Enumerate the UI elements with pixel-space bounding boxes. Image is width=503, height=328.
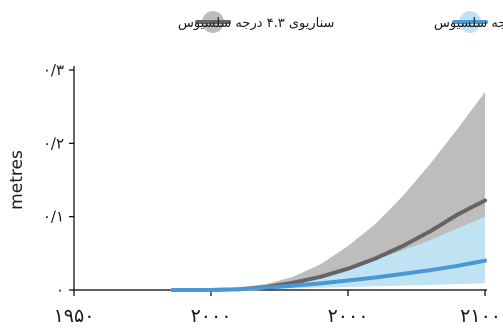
x-tick-label-2: ۲۰۰۰ bbox=[328, 305, 369, 327]
x-tick-label-1: ۲۰۰۰ bbox=[191, 305, 232, 327]
y-tick-label-1: ۰/۱ bbox=[43, 208, 64, 226]
y-tick-label-2: ۰/۲ bbox=[43, 134, 64, 152]
legend-label-1: سناریوی ۴.۳ درجه سلسیوس bbox=[178, 16, 334, 31]
legend-label-0: سناریوی ۱.۵ درجه سلسیوس bbox=[434, 16, 503, 31]
y-tick-label-3: ۰/۳ bbox=[43, 61, 64, 79]
x-tick-label-3: ۲۱۰۰ bbox=[460, 305, 501, 327]
series-line-0 bbox=[170, 258, 487, 292]
y-tick-label-0: ۰ bbox=[56, 281, 64, 299]
y-axis-title: metres bbox=[7, 150, 27, 210]
band-series-1 bbox=[172, 92, 485, 290]
x-tick-label-0: ۱۹۵۰ bbox=[54, 305, 95, 327]
